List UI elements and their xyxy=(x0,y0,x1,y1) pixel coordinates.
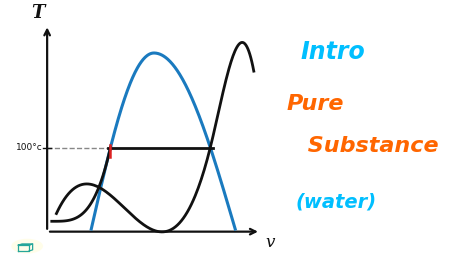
Text: v: v xyxy=(265,234,275,251)
Text: Pure: Pure xyxy=(286,94,344,114)
Ellipse shape xyxy=(11,239,43,253)
Text: T: T xyxy=(31,4,45,22)
Text: 100°c: 100°c xyxy=(16,143,43,152)
Text: Intro: Intro xyxy=(300,40,365,64)
Text: Substance: Substance xyxy=(300,136,439,156)
Text: (water): (water) xyxy=(296,193,377,212)
